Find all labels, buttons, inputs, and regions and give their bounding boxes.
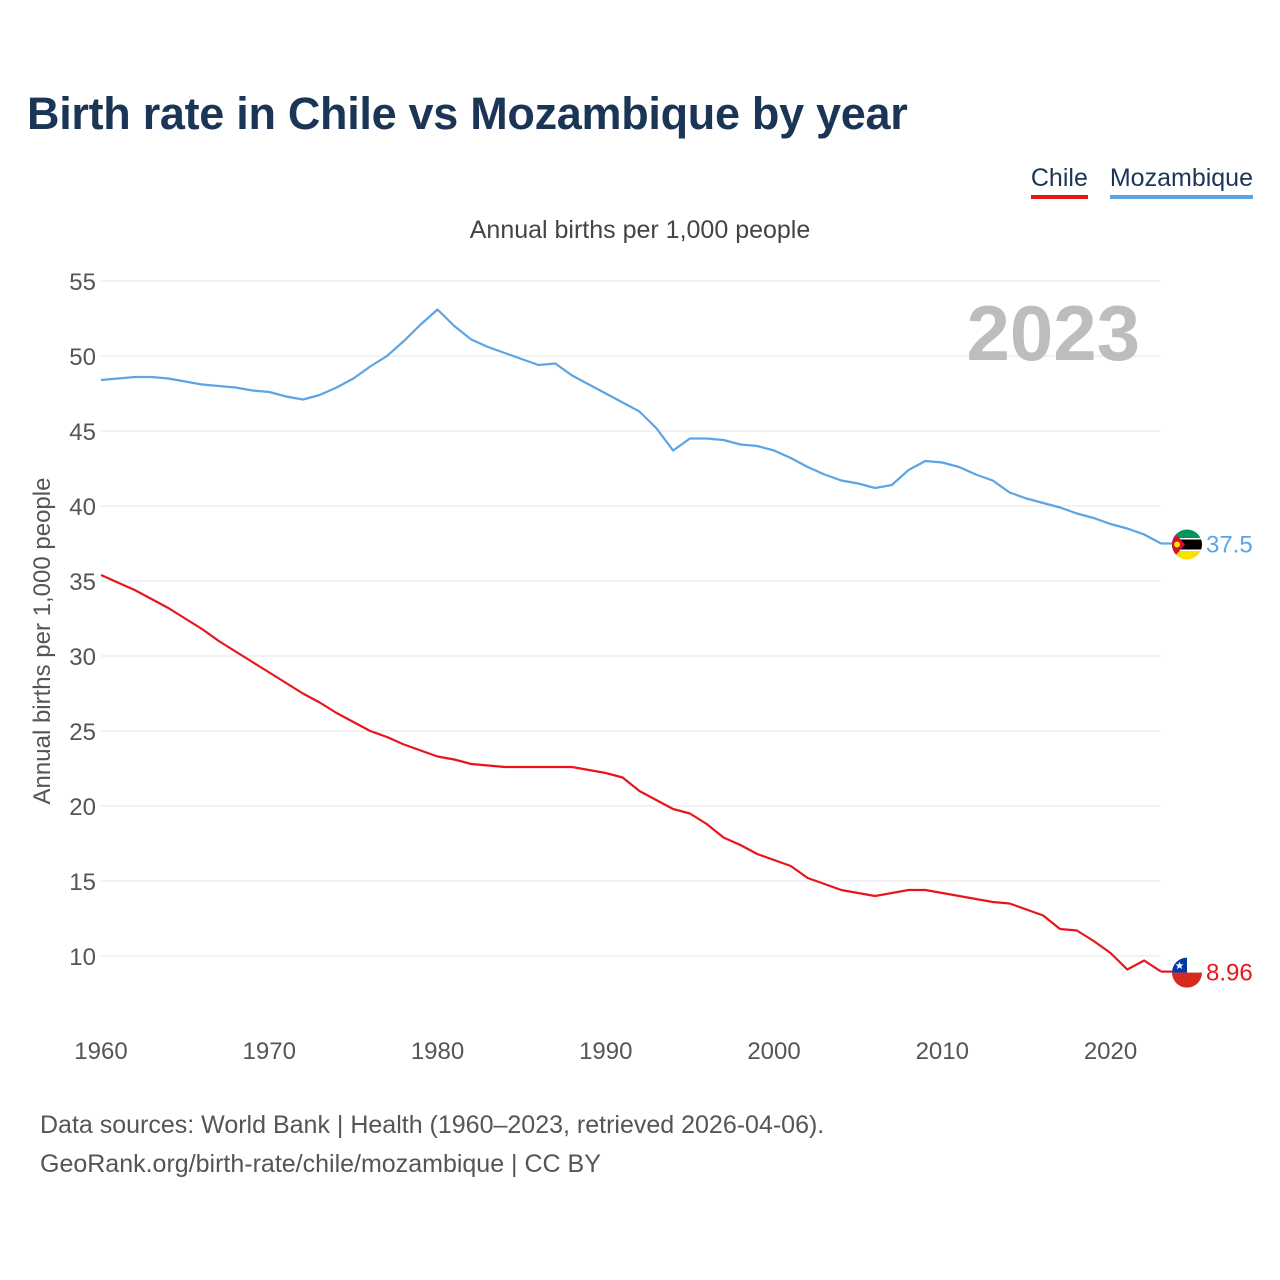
chart-subtitle: Annual births per 1,000 people <box>469 216 811 244</box>
x-tick-label: 2000 <box>747 1038 800 1065</box>
x-tick-label: 1960 <box>74 1038 127 1065</box>
chile-flag-icon <box>1172 957 1202 988</box>
y-tick-label: 20 <box>69 794 96 821</box>
credit-text: GeoRank.org/birth-rate/chile/mozambique … <box>40 1150 601 1178</box>
x-tick-label: 2010 <box>916 1038 969 1065</box>
y-tick-label: 40 <box>69 494 96 521</box>
footer: Data sources: World Bank | Health (1960–… <box>40 1106 824 1184</box>
y-tick-label: 30 <box>69 644 96 671</box>
end-value-label-mozambique: 37.5 <box>1206 532 1253 559</box>
page-title: Birth rate in Chile vs Mozambique by yea… <box>27 88 908 139</box>
y-tick-label: 25 <box>69 719 96 746</box>
y-axis-label: Annual births per 1,000 people <box>29 478 56 805</box>
series-line-chile <box>100 573 1162 973</box>
end-value-label-chile: 8.96 <box>1206 960 1253 987</box>
x-tick-label: 1970 <box>243 1038 296 1065</box>
y-tick-label: 55 <box>69 269 96 296</box>
x-tick-label: 2020 <box>1084 1038 1137 1065</box>
legend-item-chile[interactable]: Chile <box>1030 164 1088 199</box>
mozambique-flag-icon <box>1172 529 1202 560</box>
series-line-mozambique <box>100 308 1162 545</box>
x-tick-label: 1980 <box>411 1038 464 1065</box>
y-tick-label: 50 <box>69 344 96 371</box>
x-tick-label: 1990 <box>579 1038 632 1065</box>
data-source-text: Data sources: World Bank | Health (1960–… <box>40 1111 825 1139</box>
legend: Chile Mozambique <box>1030 164 1253 199</box>
year-watermark: 2023 <box>966 289 1140 377</box>
y-tick-label: 15 <box>69 869 96 896</box>
y-tick-label: 35 <box>69 569 96 596</box>
y-tick-label: 10 <box>69 944 96 971</box>
y-tick-label: 45 <box>69 419 96 446</box>
legend-item-mozambique[interactable]: Mozambique <box>1109 164 1253 199</box>
